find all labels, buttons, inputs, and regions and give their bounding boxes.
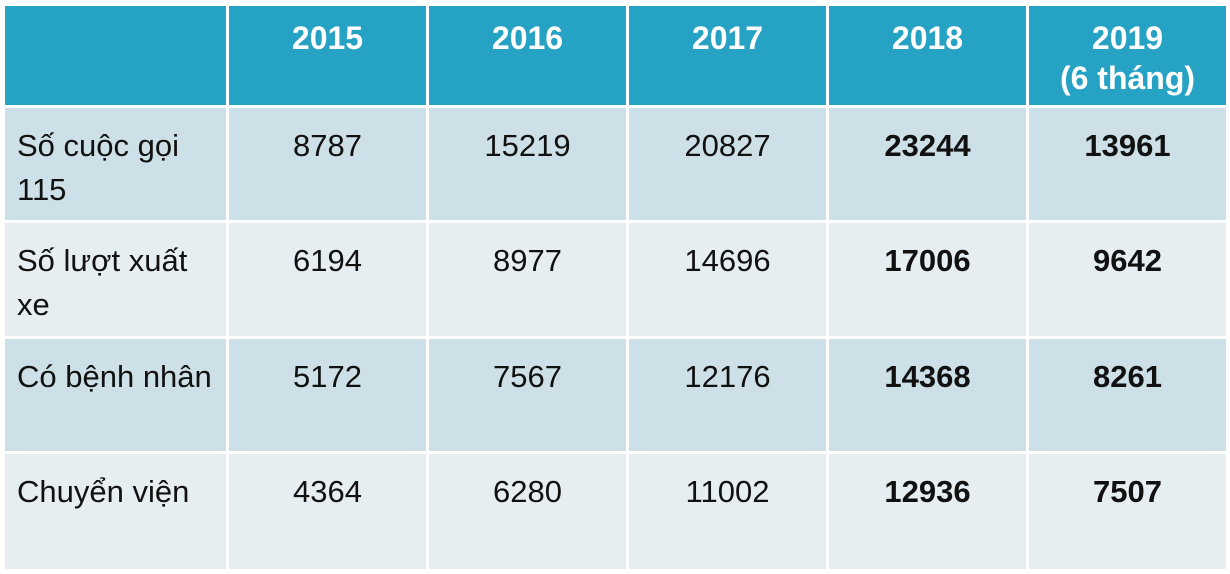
- header-year-2016: 2016: [426, 3, 629, 108]
- table-cell: 6280: [426, 451, 629, 572]
- header-year-2018: 2018: [826, 3, 1029, 108]
- table-cell: 13961: [1026, 104, 1229, 224]
- table-cell: 5172: [226, 335, 429, 455]
- statistics-table: 2015 2016 2017 2018 2019 (6 tháng) Số cu…: [2, 3, 1229, 572]
- table-cell: 11002: [626, 451, 829, 572]
- row-label: Số cuộc gọi 115: [2, 104, 229, 224]
- table-cell: 14696: [626, 220, 829, 339]
- table-cell: 17006: [826, 220, 1029, 339]
- table-cell: 8261: [1026, 335, 1229, 455]
- table-cell: 9642: [1026, 220, 1229, 339]
- header-corner-cell: [2, 3, 229, 108]
- header-year-2017: 2017: [626, 3, 829, 108]
- table-cell: 7567: [426, 335, 629, 455]
- table-cell: 6194: [226, 220, 429, 339]
- table-row: Số lượt xuất xe 6194 8977 14696 17006 96…: [2, 220, 1229, 339]
- table-cell: 7507: [1026, 451, 1229, 572]
- header-row: 2015 2016 2017 2018 2019 (6 tháng): [2, 3, 1229, 108]
- header-year-2019: 2019 (6 tháng): [1026, 3, 1229, 108]
- table-row: Chuyển viện 4364 6280 11002 12936 7507: [2, 451, 1229, 572]
- table-row: Có bệnh nhân 5172 7567 12176 14368 8261: [2, 335, 1229, 455]
- table-cell: 12176: [626, 335, 829, 455]
- table-cell: 20827: [626, 104, 829, 224]
- table-cell: 12936: [826, 451, 1029, 572]
- table-cell: 8787: [226, 104, 429, 224]
- table-cell: 23244: [826, 104, 1029, 224]
- table-cell: 8977: [426, 220, 629, 339]
- table-row: Số cuộc gọi 115 8787 15219 20827 23244 1…: [2, 104, 1229, 224]
- row-label: Có bệnh nhân: [2, 335, 229, 455]
- row-label: Số lượt xuất xe: [2, 220, 229, 339]
- table-cell: 14368: [826, 335, 1029, 455]
- table-cell: 4364: [226, 451, 429, 572]
- table-cell: 15219: [426, 104, 629, 224]
- header-year-2015: 2015: [226, 3, 429, 108]
- row-label: Chuyển viện: [2, 451, 229, 572]
